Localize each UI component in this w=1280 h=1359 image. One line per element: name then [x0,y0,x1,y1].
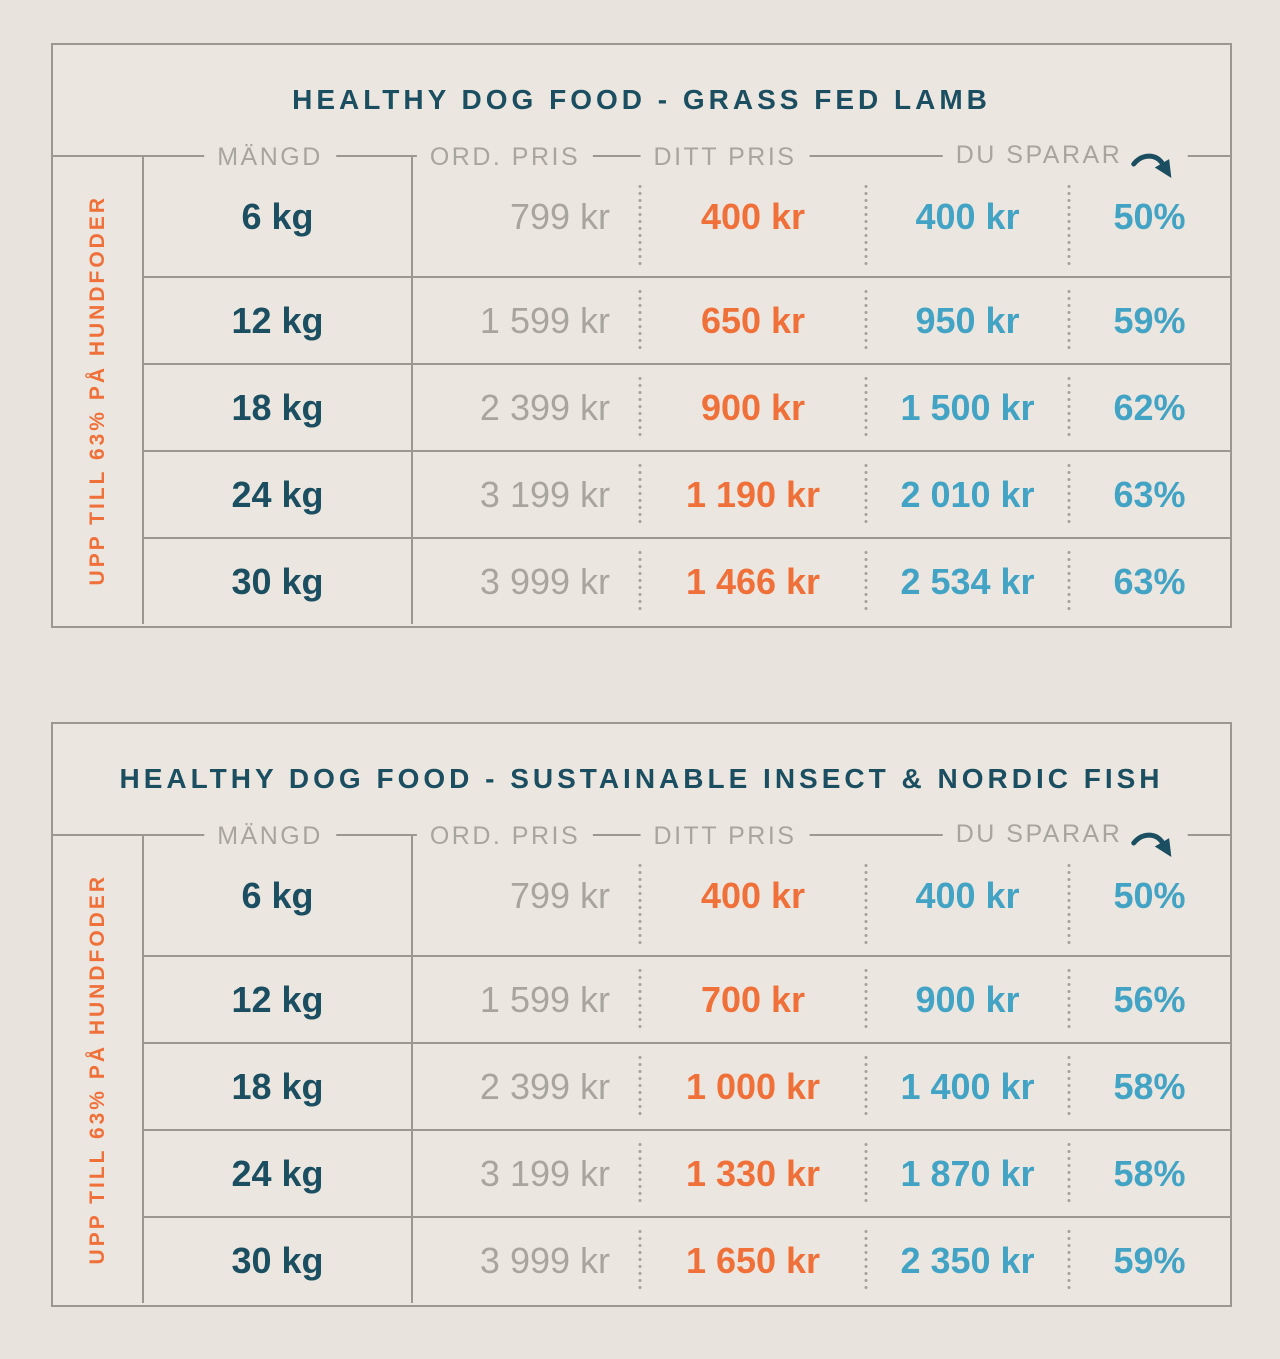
ordinary-price-cell: 3 199 kr [413,1131,642,1216]
page: HEALTHY DOG FOOD - GRASS FED LAMB MÄNGD … [51,43,1232,1307]
savings-amount-cell: 2 350 kr [866,1218,1071,1303]
savings-amount-cell: 1 500 kr [866,365,1071,450]
savings-amount-cell: 400 kr [866,157,1071,276]
savings-amount-cell: 950 kr [866,278,1071,363]
quantity-cell: 18 kg [144,1044,413,1129]
table-row: 24 kg 3 199 kr 1 330 kr 1 870 kr 58% [144,1129,1230,1216]
savings-percent-cell: 58% [1113,1065,1186,1107]
table-row: 30 kg 3 999 kr 1 650 kr 2 350 kr 59% [144,1216,1230,1303]
savings-amount-cell: 2 010 kr [866,452,1071,537]
savings-percent-cell: 58% [1113,1152,1186,1194]
quantity-cell: 30 kg [144,539,413,624]
your-price-cell: 650 kr [640,278,868,363]
quantity-cell: 30 kg [144,1218,413,1303]
your-price-cell: 700 kr [640,957,868,1042]
quantity-cell: 12 kg [144,278,413,363]
quantity-cell: 6 kg [144,836,413,955]
ordinary-price-cell: 1 599 kr [413,957,642,1042]
savings-percent-cell: 59% [1113,1239,1186,1281]
savings-amount-cell: 1 400 kr [866,1044,1071,1129]
ordinary-price-cell: 3 999 kr [413,539,642,624]
quantity-cell: 12 kg [144,957,413,1042]
table-rows: 6 kg 799 kr 400 kr 400 kr 50% 12 kg 1 59… [144,836,1230,1303]
savings-percent-cell: 59% [1113,299,1186,341]
column-header-mangd: MÄNGD [204,820,336,852]
your-price-cell: 1 650 kr [640,1218,868,1303]
column-header-ditt-pris: DITT PRIS [640,820,810,852]
savings-amount-cell: 1 870 kr [866,1131,1071,1216]
ordinary-price-cell: 2 399 kr [413,365,642,450]
curved-down-right-arrow-icon [1130,832,1171,857]
ordinary-price-cell: 799 kr [413,836,642,955]
savings-amount-cell: 400 kr [866,836,1071,955]
promo-sidebar-label: UPP TILL 63% PÅ HUNDFODER [85,874,109,1265]
table-row: 12 kg 1 599 kr 650 kr 950 kr 59% [144,276,1230,363]
savings-percent-cell: 63% [1113,473,1186,515]
savings-amount-cell: 2 534 kr [866,539,1071,624]
your-price-cell: 1 190 kr [640,452,868,537]
column-header-du-sparar: DU SPARAR [942,139,1188,178]
table-row: 6 kg 799 kr 400 kr 400 kr 50% [144,836,1230,955]
ordinary-price-cell: 1 599 kr [413,278,642,363]
quantity-cell: 18 kg [144,365,413,450]
savings-amount-cell: 900 kr [866,957,1071,1042]
your-price-cell: 400 kr [640,836,868,955]
ordinary-price-cell: 799 kr [413,157,642,276]
table-body: MÄNGD ORD. PRIS DITT PRIS DU SPARAR UPP … [53,139,1230,624]
quantity-cell: 24 kg [144,452,413,537]
table-body: MÄNGD ORD. PRIS DITT PRIS DU SPARAR UPP … [53,818,1230,1303]
table-row: 6 kg 799 kr 400 kr 400 kr 50% [144,157,1230,276]
your-price-cell: 400 kr [640,157,868,276]
your-price-cell: 1 466 kr [640,539,868,624]
promo-sidebar: UPP TILL 63% PÅ HUNDFODER [53,157,144,624]
column-header-du-sparar: DU SPARAR [942,818,1188,857]
savings-percent-cell: 63% [1113,560,1186,602]
curved-down-right-arrow-icon [1130,153,1171,178]
savings-percent-cell: 56% [1113,978,1186,1020]
quantity-cell: 6 kg [144,157,413,276]
table-row: 24 kg 3 199 kr 1 190 kr 2 010 kr 63% [144,450,1230,537]
column-header-du-sparar-label: DU SPARAR [955,820,1123,848]
ordinary-price-cell: 2 399 kr [413,1044,642,1129]
column-header-mangd: MÄNGD [204,141,336,173]
table-row: 18 kg 2 399 kr 1 000 kr 1 400 kr 58% [144,1042,1230,1129]
quantity-cell: 24 kg [144,1131,413,1216]
table-rows: 6 kg 799 kr 400 kr 400 kr 50% 12 kg 1 59… [144,157,1230,624]
column-header-du-sparar-label: DU SPARAR [955,141,1123,169]
savings-percent-cell: 50% [1113,195,1186,237]
table-row: 12 kg 1 599 kr 700 kr 900 kr 56% [144,955,1230,1042]
your-price-cell: 900 kr [640,365,868,450]
table-row: 30 kg 3 999 kr 1 466 kr 2 534 kr 63% [144,537,1230,624]
promo-sidebar-label: UPP TILL 63% PÅ HUNDFODER [85,195,109,586]
column-header-ord-pris: ORD. PRIS [416,820,594,852]
column-header-ord-pris: ORD. PRIS [416,141,594,173]
ordinary-price-cell: 3 199 kr [413,452,642,537]
price-table-insect-nordic-fish: HEALTHY DOG FOOD - SUSTAINABLE INSECT & … [51,722,1232,1307]
price-table-grass-fed-lamb: HEALTHY DOG FOOD - GRASS FED LAMB MÄNGD … [51,43,1232,628]
savings-percent-cell: 62% [1113,386,1186,428]
promo-sidebar: UPP TILL 63% PÅ HUNDFODER [53,836,144,1303]
your-price-cell: 1 000 kr [640,1044,868,1129]
your-price-cell: 1 330 kr [640,1131,868,1216]
column-header-ditt-pris: DITT PRIS [640,141,810,173]
savings-percent-cell: 50% [1113,874,1186,916]
table-row: 18 kg 2 399 kr 900 kr 1 500 kr 62% [144,363,1230,450]
ordinary-price-cell: 3 999 kr [413,1218,642,1303]
